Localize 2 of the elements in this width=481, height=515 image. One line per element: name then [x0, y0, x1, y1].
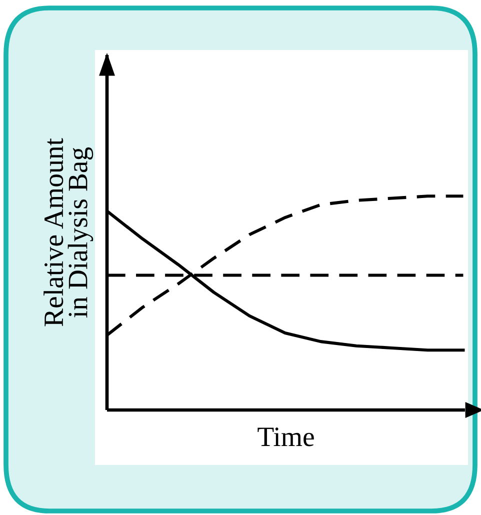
y-axis-title: Relative Amount in Dialysis Bag	[44, 138, 94, 326]
x-axis-title: Time	[258, 428, 314, 446]
